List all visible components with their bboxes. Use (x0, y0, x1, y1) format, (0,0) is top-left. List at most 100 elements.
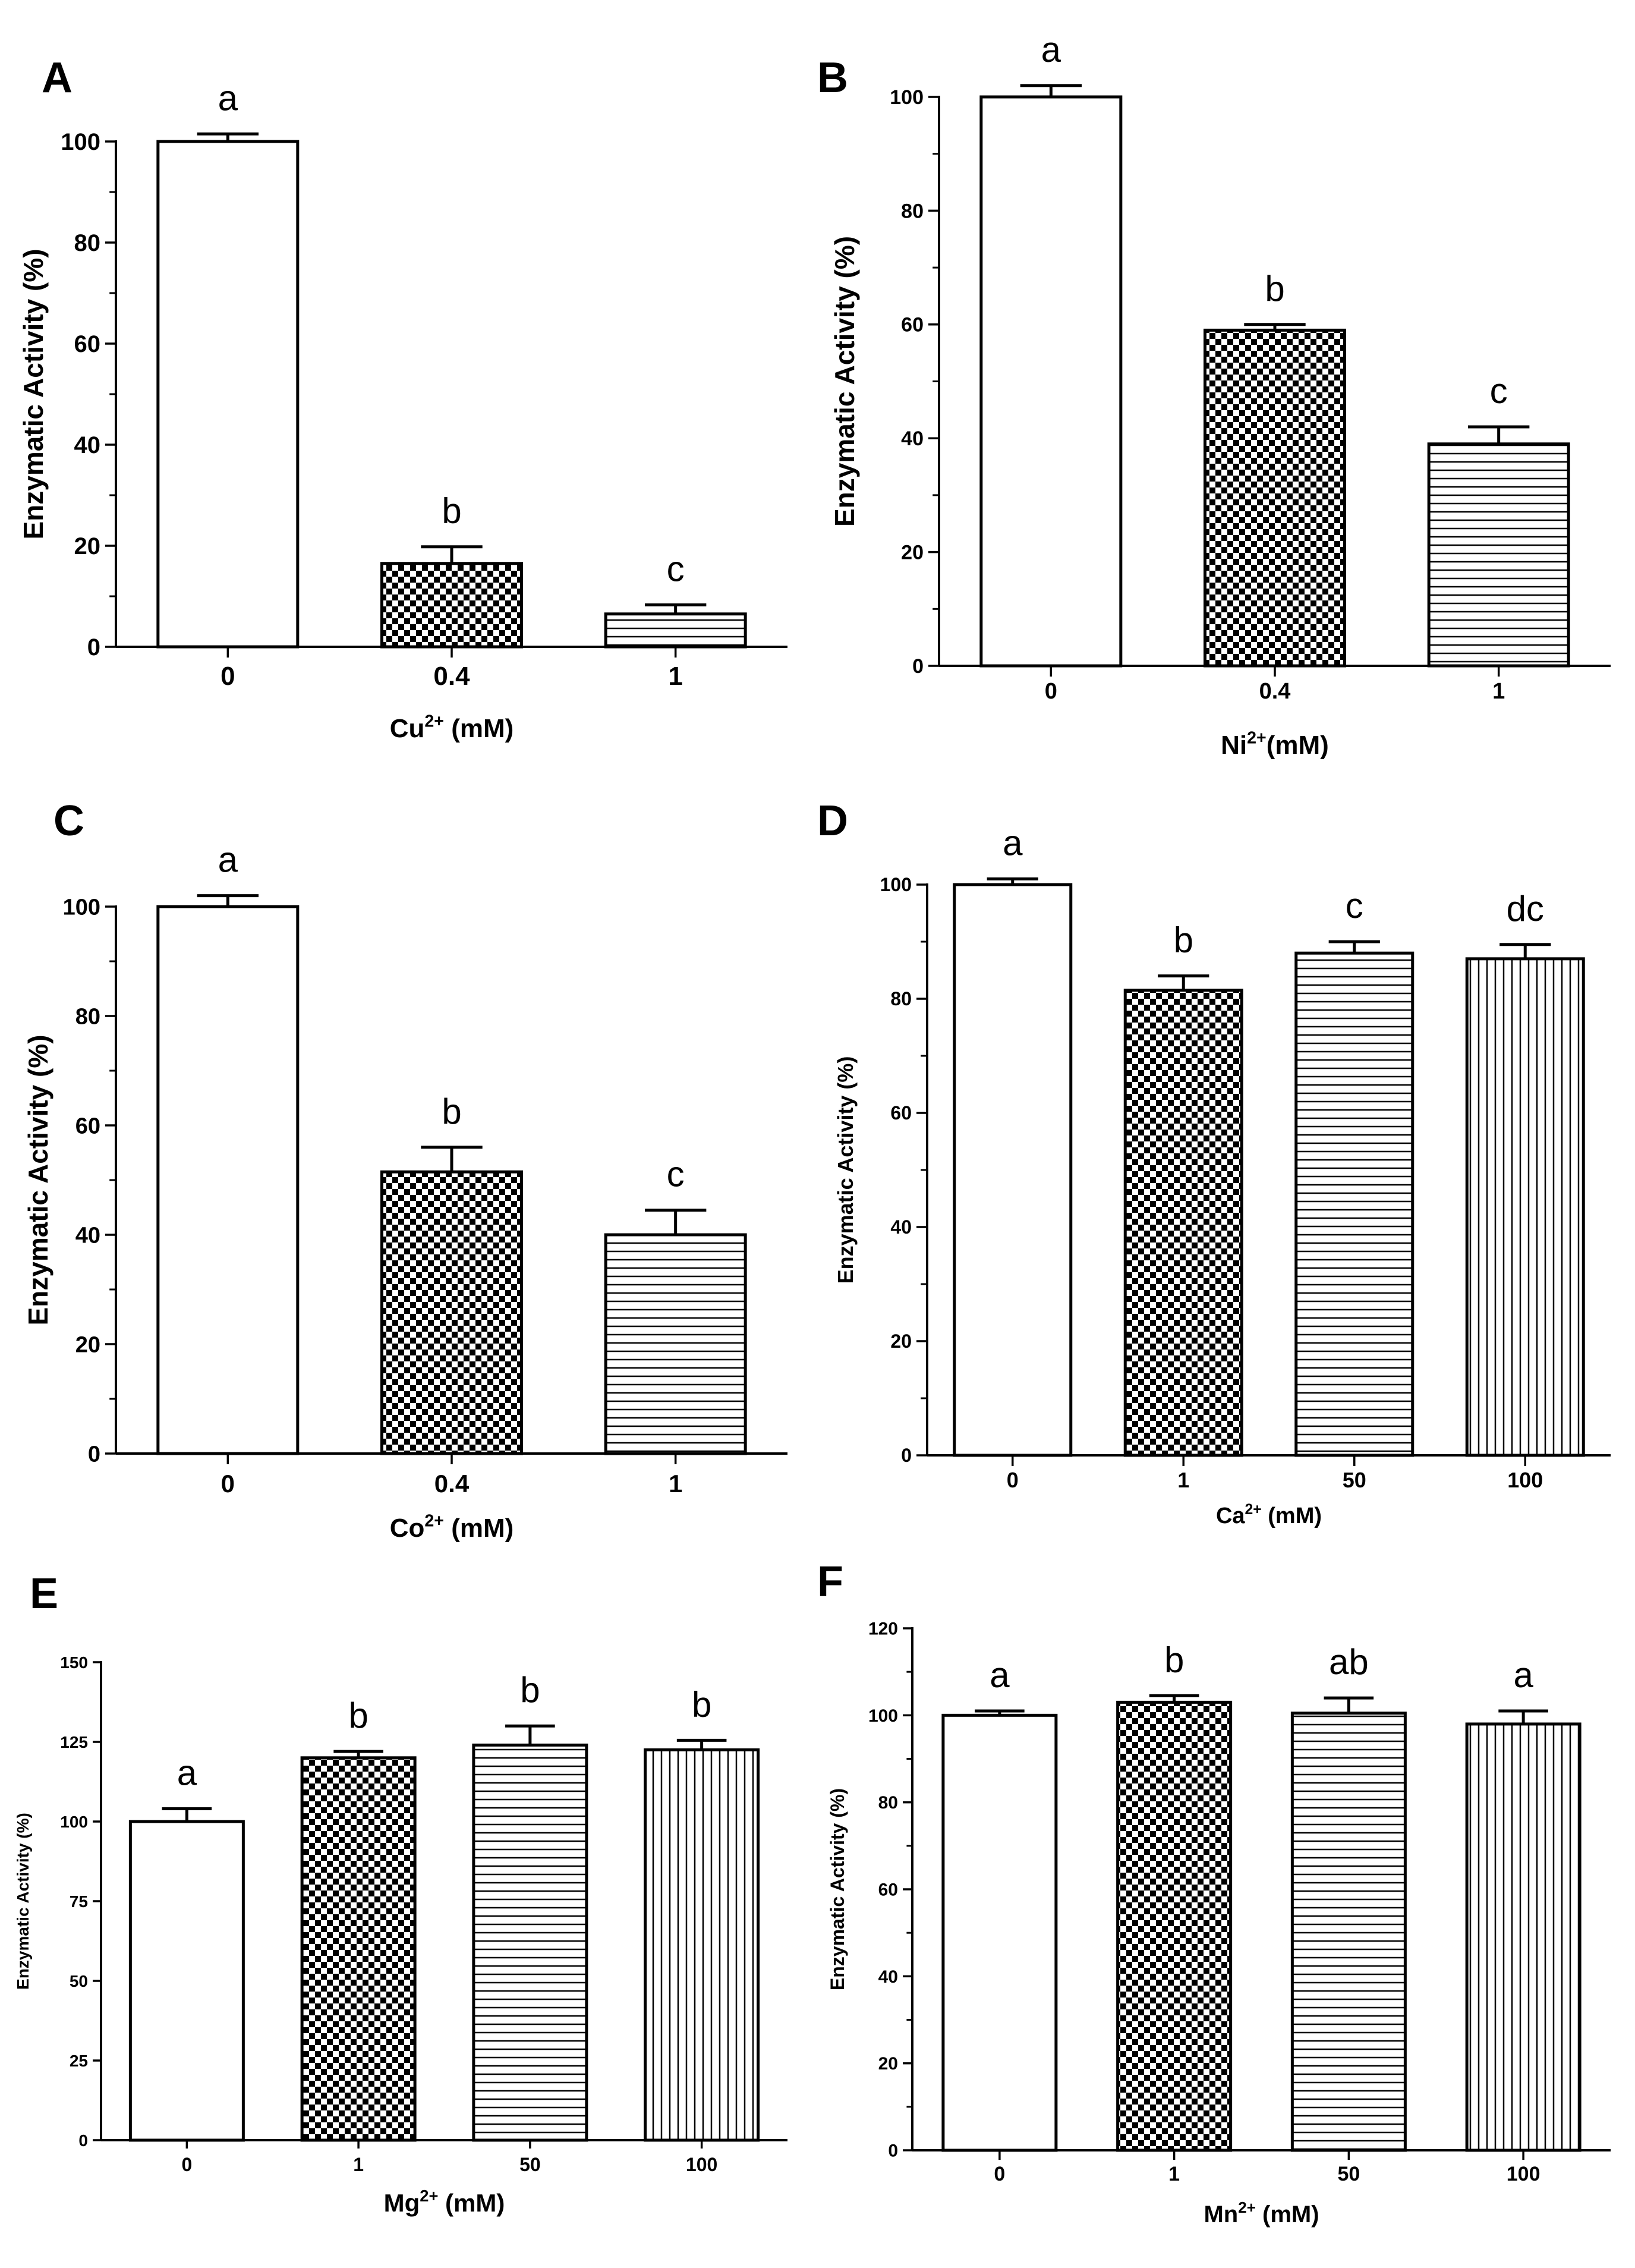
y-tick-label-b: 100 (890, 86, 924, 109)
x-axis-unit-c: (mM) (444, 1514, 514, 1543)
category-label-a: 0 (220, 662, 235, 691)
category-label-c: 0 (221, 1470, 235, 1498)
y-tick-label-e: 0 (78, 2131, 88, 2150)
category-label-e: 100 (686, 2154, 717, 2175)
panel-letter-e: E (30, 1570, 59, 1618)
significance-label-d: c (1346, 886, 1363, 926)
significance-label-f: a (1513, 1655, 1533, 1695)
category-label-d: 100 (1507, 1468, 1543, 1492)
x-axis-ion-e: Mg (384, 2189, 420, 2217)
y-tick-label-d: 0 (901, 1445, 912, 1466)
panel-b: B 0 20 40 60 80 100 a 0 b 0.4 c 1 Enzymatic Activity… (817, 0, 1635, 773)
y-tick-label-c: 100 (63, 895, 100, 920)
y-tick-label-e: 150 (60, 1653, 88, 1672)
panel-letter-d: D (817, 797, 848, 845)
significance-label-e: b (520, 1670, 540, 1710)
significance-label-d: a (1003, 823, 1023, 863)
bar-e (300, 1756, 417, 2142)
panel-letter-f: F (817, 1558, 843, 1606)
y-tick-label-f: 120 (868, 1619, 898, 1639)
y-tick-label-b: 80 (901, 200, 924, 222)
chart-d: 0 20 40 60 80 100 a 0 b 1 c 50 dc 100 Enzymatic Activi… (833, 823, 1611, 1528)
bar-a (380, 562, 523, 649)
y-tick-label-c: 80 (75, 1004, 100, 1029)
bar-d (1123, 989, 1243, 1457)
x-axis-unit-f: (mM) (1256, 2201, 1319, 2228)
y-axis-title-f: Enzymatic Activity (%) (827, 1788, 848, 1990)
x-axis-charge-b: 2+ (1247, 728, 1267, 747)
x-axis-ion-f: Mn (1204, 2201, 1238, 2228)
panel-c: C 0 20 40 60 80 100 a 0 b 0.4 c 1 Enzymatic Activity… (0, 773, 817, 1546)
panel-letter-b: B (817, 54, 848, 102)
y-tick-label-e: 75 (70, 1892, 88, 1911)
y-tick-label-f: 40 (878, 1967, 898, 1987)
x-axis-ion-a: Cu (390, 714, 425, 743)
y-tick-label-d: 60 (890, 1102, 912, 1124)
chart-a: 0 20 40 60 80 100 a 0 b 0.4 c 1 Enzymatic Activity (… (18, 78, 787, 743)
significance-label-a: b (442, 491, 461, 531)
bar-c (156, 905, 300, 1455)
x-axis-charge-d: 2+ (1245, 1502, 1262, 1518)
y-tick-label-b: 20 (901, 542, 924, 564)
significance-label-b: a (1041, 30, 1061, 70)
x-axis-charge-a: 2+ (424, 712, 444, 731)
x-axis-ion-b: Ni (1221, 731, 1247, 760)
y-tick-label-d: 80 (890, 988, 912, 1009)
panel-d: D 0 20 40 60 80 100 a 0 b 1 c 50 dc 100 Enzymatic Acti… (817, 773, 1635, 1546)
y-tick-label-f: 0 (888, 2141, 898, 2161)
significance-label-a: a (218, 78, 238, 118)
y-tick-label-f: 20 (878, 2054, 898, 2074)
category-label-a: 1 (668, 662, 682, 691)
significance-label-a: c (667, 549, 685, 589)
y-axis-title-c: Enzymatic Activity (%) (23, 1034, 53, 1325)
y-tick-label-f: 60 (878, 1880, 898, 1900)
bar-b (1204, 328, 1346, 668)
y-tick-label-d: 20 (890, 1330, 912, 1352)
bar-f (941, 1713, 1058, 2152)
x-axis-title-d: Ca2+ (mM) (1216, 1502, 1322, 1528)
category-label-f: 50 (1337, 2163, 1360, 2185)
significance-label-f: ab (1329, 1642, 1369, 1682)
chart-f: 0 20 40 60 80 100 120 a 0 b 1 ab 50 a 100 Enzymatic Act… (827, 1619, 1611, 2228)
bar-d (953, 883, 1073, 1457)
bar-f (1116, 1700, 1233, 2152)
category-label-f: 0 (994, 2163, 1005, 2185)
significance-label-d: dc (1507, 889, 1544, 929)
category-label-d: 1 (1177, 1468, 1189, 1492)
category-label-e: 0 (181, 2154, 192, 2175)
bar-e (128, 1820, 245, 2142)
bar-d (1465, 957, 1585, 1457)
y-tick-label-e: 100 (60, 1813, 88, 1831)
bar-a (604, 612, 747, 649)
category-label-f: 100 (1507, 2163, 1541, 2185)
y-tick-label-e: 25 (70, 2052, 88, 2070)
bar-f (1465, 1722, 1582, 2152)
significance-label-f: b (1164, 1640, 1184, 1679)
y-tick-label-c: 0 (88, 1442, 100, 1467)
y-tick-label-e: 125 (60, 1733, 88, 1751)
category-label-b: 0.4 (1259, 679, 1291, 704)
bar-c (380, 1170, 523, 1455)
y-axis-title-d: Enzymatic Activity (%) (833, 1056, 858, 1284)
y-tick-label-a: 100 (61, 129, 100, 155)
chart-b: 0 20 40 60 80 100 a 0 b 0.4 c 1 Enzymatic Activity (… (829, 30, 1611, 760)
category-label-c: 1 (669, 1470, 682, 1498)
x-axis-title-f: Mn2+ (mM) (1204, 2198, 1319, 2228)
y-axis-title-b: Enzymatic Activity (%) (829, 236, 860, 527)
y-tick-label-b: 0 (912, 655, 924, 678)
category-label-d: 0 (1007, 1468, 1019, 1492)
x-axis-title-a: Cu2+ (mM) (390, 712, 514, 743)
significance-label-c: a (218, 840, 238, 880)
y-tick-label-a: 40 (74, 432, 101, 458)
x-axis-unit-b: (mM) (1267, 731, 1329, 760)
x-axis-title-e: Mg2+ (mM) (384, 2187, 505, 2217)
y-tick-label-f: 80 (878, 1793, 898, 1813)
y-tick-label-d: 100 (880, 874, 912, 895)
significance-label-e: a (177, 1753, 197, 1793)
bar-a (156, 140, 300, 649)
significance-label-f: a (990, 1655, 1010, 1695)
y-tick-label-e: 50 (70, 1972, 88, 1990)
category-label-b: 1 (1492, 679, 1505, 704)
y-tick-label-b: 60 (901, 314, 924, 336)
significance-label-e: b (692, 1684, 711, 1724)
